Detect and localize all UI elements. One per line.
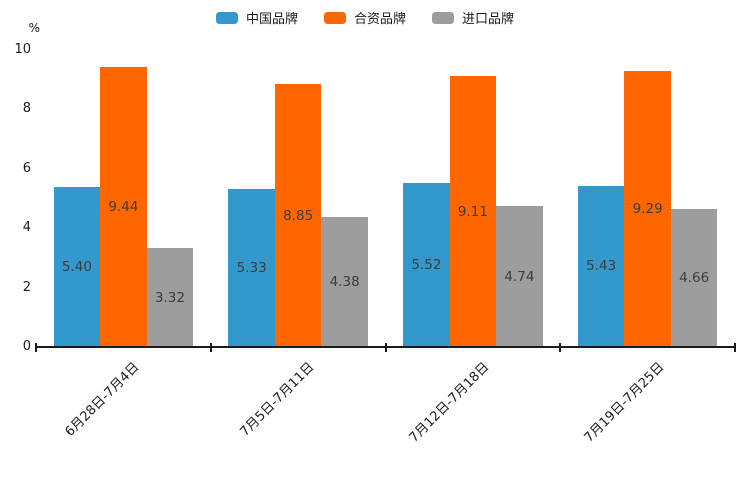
legend-item-1[interactable]: 合资品牌 <box>323 8 406 27</box>
bar-series1-cat3: 9.29 <box>624 71 671 347</box>
bar-value-label: 9.11 <box>457 203 488 220</box>
legend-label: 中国品牌 <box>245 12 298 27</box>
bar-series1-cat1: 8.85 <box>274 84 322 347</box>
legend-swatch-icon <box>432 11 454 24</box>
legend-item-2[interactable]: 进口品牌 <box>432 8 514 27</box>
y-tick-label: 0 <box>22 339 31 354</box>
legend-swatch-icon <box>215 11 238 24</box>
legend-label: 进口品牌 <box>462 12 515 27</box>
bar-series2-cat0: 3.32 <box>146 248 194 347</box>
bar-series0-cat1: 5.33 <box>228 188 275 347</box>
bar-value-label: 9.29 <box>632 201 663 218</box>
x-axis-tick <box>209 343 212 352</box>
bar-value-label: 5.33 <box>236 259 267 276</box>
bar-value-label: 4.74 <box>504 268 535 285</box>
bar-series2-cat1: 4.38 <box>321 216 368 347</box>
x-category-label: 7月19日-7月25日 <box>581 359 668 446</box>
bar-value-label: 8.85 <box>283 207 314 224</box>
y-tick-label: 4 <box>22 220 31 236</box>
x-axis-tick <box>559 343 562 352</box>
legend-swatch-icon <box>323 11 346 24</box>
y-tick-label: 6 <box>22 160 31 176</box>
bar-value-label: 4.38 <box>329 273 360 290</box>
legend-label: 合资品牌 <box>353 12 406 27</box>
x-axis-tick <box>35 343 37 352</box>
bar-value-label: 9.44 <box>108 198 139 215</box>
bar-value-label: 4.66 <box>679 269 710 286</box>
bar-series0-cat3: 5.43 <box>577 185 625 347</box>
bar-value-label: 5.40 <box>61 258 92 275</box>
x-category-label: 7月5日-7月11日 <box>237 359 318 440</box>
bar-series2-cat2: 4.74 <box>496 206 543 347</box>
y-tick-label: 10 <box>14 42 31 57</box>
bar-series0-cat2: 5.52 <box>403 183 450 347</box>
bar-series1-cat0: 9.44 <box>100 66 147 347</box>
x-category-label: 7月12日-7月18日 <box>406 359 493 446</box>
bar-value-label: 3.32 <box>154 289 185 306</box>
x-axis-tick <box>384 343 387 352</box>
bar-value-label: 5.43 <box>586 258 617 275</box>
y-tick-label: 2 <box>22 279 31 295</box>
bar-series2-cat3: 4.66 <box>670 208 718 347</box>
y-tick-label: 8 <box>22 101 31 117</box>
bar-series0-cat0: 5.40 <box>53 186 101 347</box>
y-axis-unit-label: % <box>28 21 40 35</box>
bar-series1-cat2: 9.11 <box>449 76 497 347</box>
legend-item-0[interactable]: 中国品牌 <box>215 8 298 27</box>
x-category-label: 6月28日-7月4日 <box>62 359 143 440</box>
x-axis-tick <box>734 343 736 352</box>
legend: 中国品牌 合资品牌 进口品牌 <box>0 8 730 27</box>
bar-value-label: 5.52 <box>411 257 442 274</box>
